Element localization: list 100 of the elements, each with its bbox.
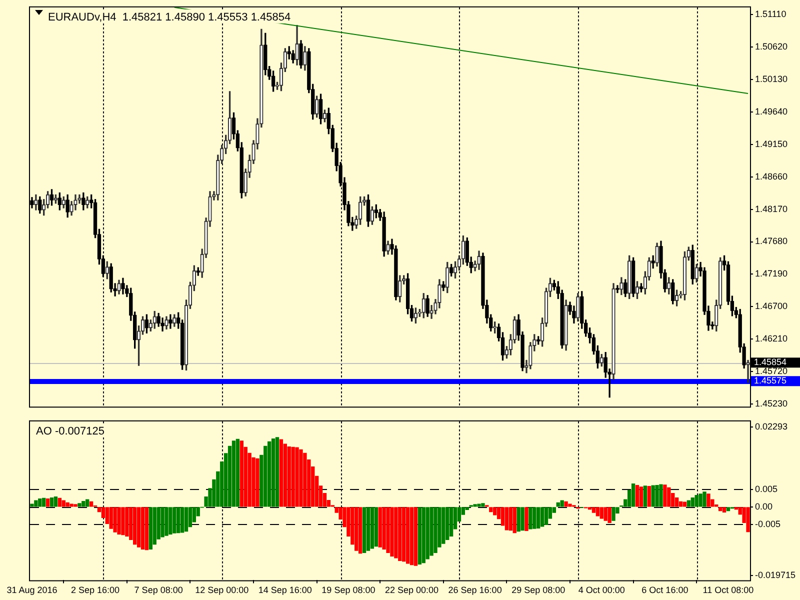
candlestick — [105, 261, 109, 280]
bar — [268, 441, 272, 507]
bar — [528, 507, 532, 530]
bar — [473, 504, 477, 507]
bar — [568, 504, 572, 507]
candlestick — [117, 280, 121, 294]
candlestick — [172, 314, 176, 327]
candlestick — [422, 293, 426, 318]
bar — [426, 507, 430, 560]
candlestick — [616, 285, 620, 294]
bar — [390, 507, 394, 556]
bar — [564, 501, 568, 507]
bar — [382, 507, 386, 550]
bar — [180, 507, 184, 533]
y-tick-label: 1.49150 — [755, 138, 788, 149]
bar — [168, 507, 172, 534]
ref-line-label: 1.45854 — [754, 357, 787, 368]
bar — [702, 492, 706, 507]
candlestick — [34, 194, 38, 210]
bar — [402, 507, 406, 562]
y-tick-label: 1.50620 — [755, 42, 788, 52]
bar — [236, 438, 240, 507]
y-tick-label: -0.019715 — [755, 570, 796, 580]
bar — [125, 507, 129, 537]
bar — [164, 507, 168, 536]
candlestick — [477, 250, 481, 270]
bar — [252, 457, 256, 507]
bar — [442, 507, 446, 544]
bar — [718, 507, 722, 512]
bar — [643, 486, 647, 507]
bar — [232, 440, 236, 507]
bar — [240, 440, 244, 507]
chart-title: AO -0.007125 — [36, 425, 104, 438]
y-tick-label: 0.02293 — [755, 421, 788, 432]
bar — [449, 507, 454, 537]
bar — [256, 458, 260, 507]
bar — [540, 507, 544, 527]
y-tick-label: 1.48170 — [755, 204, 788, 214]
bar — [275, 437, 280, 507]
bar — [592, 507, 596, 513]
bar — [70, 504, 74, 507]
bar — [418, 507, 422, 564]
bar — [651, 485, 655, 507]
bar — [287, 446, 291, 507]
bar — [121, 507, 125, 536]
bar — [291, 446, 295, 507]
x-tick-label: 11 Oct 08:00 — [702, 585, 754, 596]
y-tick-label: 0.005 — [755, 484, 778, 494]
bar — [532, 507, 536, 529]
bar — [358, 507, 362, 554]
bar — [264, 446, 268, 507]
bar — [690, 498, 694, 507]
y-tick-label: 1.48660 — [755, 171, 788, 182]
bar — [54, 496, 58, 507]
bar — [86, 499, 90, 507]
x-tick-label: 29 Sep 08:00 — [512, 585, 566, 596]
bar — [78, 503, 82, 507]
bar — [631, 484, 636, 507]
bar — [635, 484, 640, 507]
bar — [663, 484, 667, 507]
bar — [694, 495, 698, 507]
bar — [536, 507, 540, 529]
bar — [608, 507, 612, 523]
x-tick-label: 31 Aug 2016 — [6, 585, 58, 596]
bar — [706, 494, 710, 507]
y-tick-label: 1.46210 — [755, 334, 788, 344]
candlestick — [694, 264, 698, 282]
bar — [117, 507, 121, 534]
candlestick — [370, 206, 374, 225]
y-tick-label: 1.45230 — [755, 398, 788, 408]
candlestick — [446, 262, 450, 294]
bar — [746, 507, 750, 532]
bar — [600, 507, 604, 519]
bar — [46, 498, 50, 507]
bar — [113, 507, 117, 532]
bar — [659, 484, 663, 507]
bar — [414, 507, 418, 566]
bar — [726, 507, 730, 512]
bar — [655, 484, 659, 507]
bar — [58, 498, 62, 507]
bar — [520, 507, 524, 531]
y-tick-label: 1.47680 — [755, 236, 788, 246]
bar — [612, 507, 616, 521]
candlestick — [628, 255, 632, 300]
candlestick — [303, 46, 307, 71]
bar — [386, 507, 390, 553]
bar — [140, 507, 145, 550]
bar — [604, 507, 608, 521]
bar — [596, 507, 600, 516]
y-tick-label: 1.51110 — [755, 9, 786, 20]
y-tick-label: -0.005 — [755, 518, 781, 529]
bar — [394, 507, 398, 558]
bar — [434, 507, 438, 553]
bar — [148, 507, 152, 550]
candlestick — [152, 310, 156, 329]
bar — [74, 504, 78, 507]
bar — [366, 507, 370, 551]
x-tick-label: 19 Sep 08:00 — [322, 585, 376, 596]
x-tick-label: 26 Sep 16:00 — [448, 585, 502, 596]
bar — [133, 507, 137, 545]
